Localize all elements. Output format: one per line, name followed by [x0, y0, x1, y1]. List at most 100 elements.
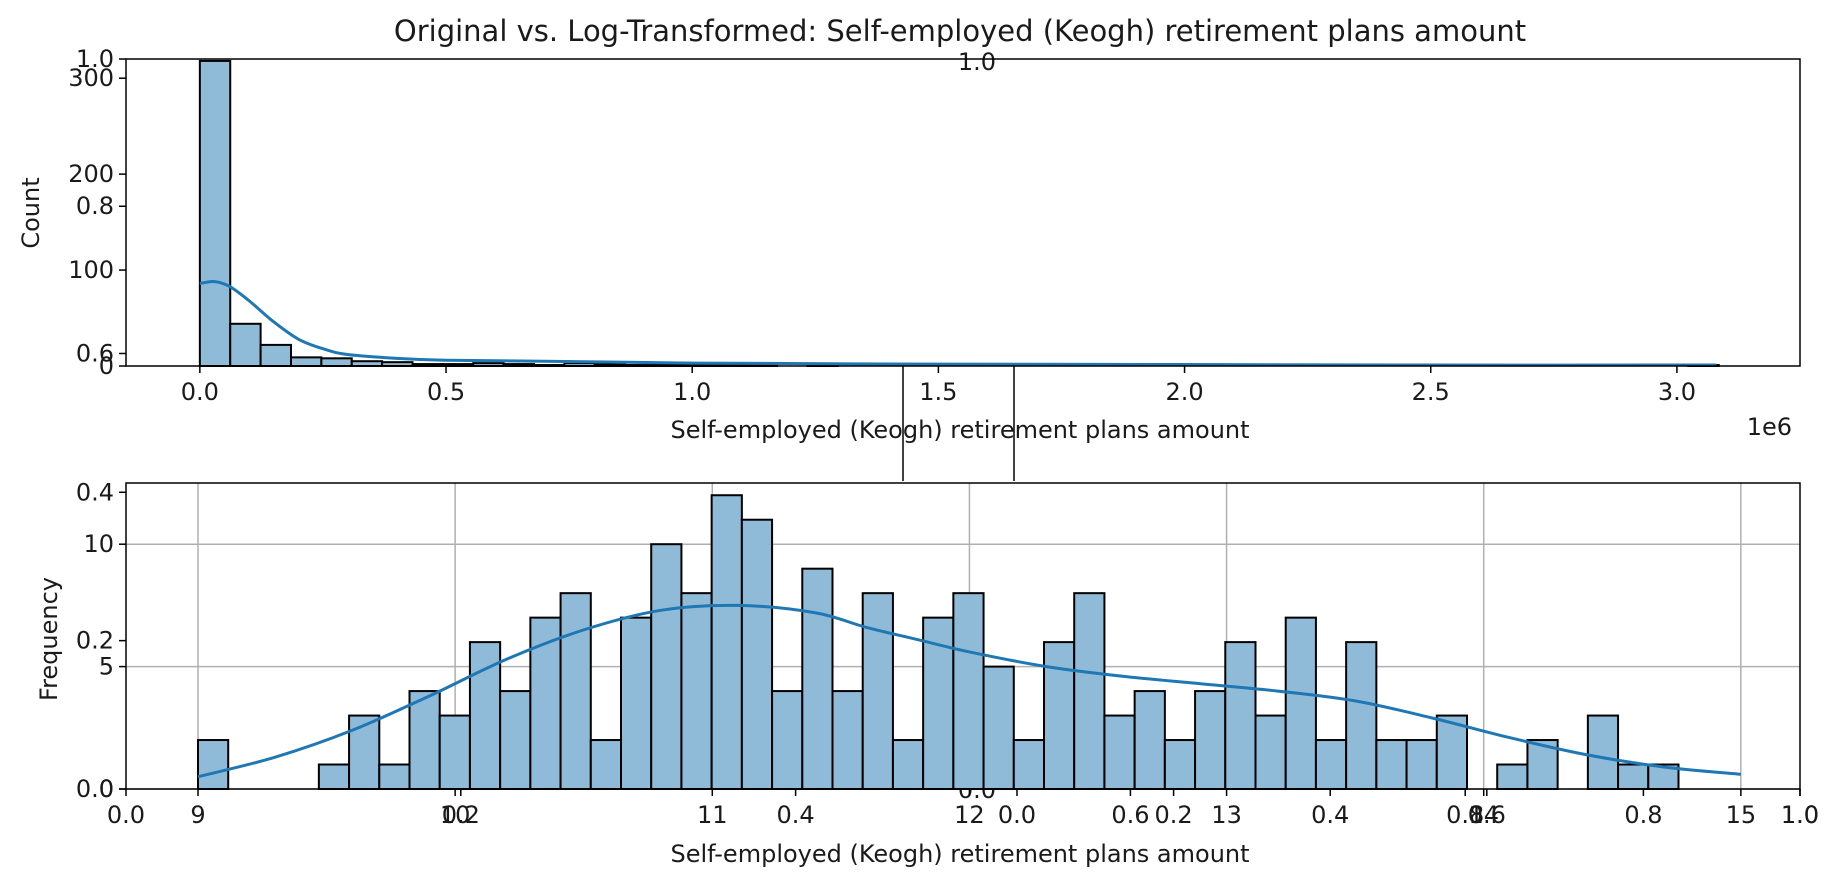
- x-tick-label: 11: [697, 801, 728, 829]
- histogram-bar: [1043, 641, 1076, 790]
- overlay-y-tick-label: 1.0: [76, 45, 114, 73]
- histogram-bar: [198, 59, 232, 367]
- y-tick-label: 0: [99, 775, 114, 803]
- overlay-y-tick-label: 0.2: [76, 627, 114, 655]
- bottom-y-label: Frequency: [35, 577, 63, 701]
- histogram-bar: [559, 592, 592, 790]
- panel-original: 0 100 200 300 0.6 0.8 1.0 0.0 0.5 1.0 1.5 2.0 2.5 3…: [17, 45, 1801, 444]
- histogram-bar: [408, 690, 441, 791]
- histogram-bar: [710, 494, 743, 790]
- bottom-kde-line: [197, 603, 1742, 779]
- histogram-bar: [1194, 690, 1227, 791]
- histogram-bar: [891, 739, 925, 790]
- histogram-bar: [1314, 739, 1348, 790]
- histogram-bar: [589, 739, 622, 790]
- histogram-bar: [1012, 739, 1045, 790]
- histogram-bar: [1163, 739, 1197, 790]
- overlay-y-tick-label: 0.4: [76, 478, 114, 506]
- histogram-bar: [1435, 714, 1469, 790]
- bottom-overlay-x-axis-2: 0.0 0.2 0.4 0.6 0.8 1.0: [998, 789, 1819, 829]
- histogram-bar: [320, 357, 353, 368]
- x-tick-label: 12: [954, 801, 985, 829]
- histogram-bar: [1254, 714, 1287, 790]
- histogram-bar: [438, 714, 471, 790]
- top-overlay-y-axis: 0.6 0.8 1.0: [76, 45, 126, 367]
- histogram-bar: [1617, 763, 1650, 791]
- bottom-overlay-x-axis: 0.0 0.2 0.4 0.6 0.8 1.0: [107, 789, 1819, 829]
- histogram-bar: [229, 322, 262, 368]
- histogram-bar: [861, 592, 894, 790]
- x-tick-label: 0.0: [181, 378, 219, 406]
- artifact-label-top: 1.0: [958, 48, 996, 76]
- stray-axes-box: [902, 366, 1015, 481]
- histogram-bar: [831, 690, 864, 791]
- histogram-bar: [289, 356, 323, 368]
- top-histogram-bars: [198, 59, 1720, 368]
- overlay-x-tick-label-2: 0.2: [1155, 801, 1193, 829]
- top-axes-frame: [125, 58, 1801, 367]
- top-y-label: Count: [17, 177, 45, 248]
- histogram-bar: [259, 343, 292, 367]
- histogram-bar: [499, 690, 532, 791]
- top-y-axis: 0 100 200 300: [68, 64, 126, 380]
- figure-title: Original vs. Log-Transformed: Self-emplo…: [394, 14, 1526, 48]
- bottom-axes-frame: [125, 482, 1801, 790]
- x-tick-label: 13: [1211, 801, 1242, 829]
- overlay-x-tick-label: 0.6: [1111, 801, 1149, 829]
- bottom-histogram-bars: [197, 494, 1680, 791]
- x-tick-label: 0.5: [427, 378, 465, 406]
- x-tick-label: 2.5: [1412, 378, 1450, 406]
- histogram-bar: [982, 665, 1015, 790]
- histogram-bar: [1103, 714, 1136, 790]
- histogram-bar: [1496, 763, 1529, 791]
- overlay-x-tick-label-2: 0.4: [1311, 801, 1349, 829]
- bottom-y-axis: 0 5 10: [83, 530, 126, 803]
- histogram-bar: [1224, 641, 1257, 790]
- bottom-x-label: Self-employed (Keogh) retirement plans a…: [670, 840, 1249, 868]
- top-x-axis: 0.0 0.5 1.0 1.5 2.0 2.5 3.0: [181, 366, 1696, 406]
- overlay-x-tick-label: 0.8: [1446, 801, 1484, 829]
- overlay-y-tick-label: 0.8: [76, 192, 114, 220]
- overlay-x-tick-label: 0.2: [442, 801, 480, 829]
- overlay-y-tick-label: 0.0: [76, 775, 114, 803]
- x-tick-label: 9: [190, 801, 205, 829]
- y-tick-label: 200: [68, 160, 114, 188]
- histogram-bar: [1133, 690, 1166, 791]
- y-tick-label: 300: [68, 64, 114, 92]
- overlay-x-tick-label: 1.0: [1781, 801, 1819, 829]
- x-tick-label: 14: [1468, 801, 1499, 829]
- overlay-y-tick-label: 0.6: [76, 339, 114, 367]
- x-tick-label: 1.5: [919, 378, 957, 406]
- histogram-bar: [952, 592, 985, 790]
- x-tick-label: 3.0: [1658, 378, 1696, 406]
- histogram-bar: [1405, 739, 1438, 790]
- y-tick-label: 10: [83, 530, 114, 558]
- y-tick-label: 5: [99, 653, 114, 681]
- histogram-bar: [348, 714, 381, 790]
- histogram-bar: [378, 763, 411, 791]
- histogram-bar: [1586, 714, 1620, 790]
- histogram-bar: [317, 763, 351, 791]
- bottom-overlay-y-axis: 0.0 0.2 0.4: [76, 478, 126, 803]
- overlay-x-tick-label: 0.0: [107, 801, 145, 829]
- histogram-bar: [1375, 739, 1408, 790]
- histogram-bar: [1073, 592, 1106, 790]
- x-tick-label: 15: [1726, 801, 1757, 829]
- histogram-bar: [197, 739, 230, 790]
- histogram-bar: [801, 567, 834, 790]
- histogram-bar: [771, 690, 804, 791]
- overlay-x-tick-label-2: 0.0: [998, 801, 1036, 829]
- top-x-offset-label: 1e6: [1747, 413, 1792, 441]
- overlay-x-tick-label-2: 1.0: [1781, 801, 1819, 829]
- top-kde-line: [199, 280, 1717, 367]
- overlay-x-tick-label: 0.4: [777, 801, 815, 829]
- histogram-bar: [1345, 641, 1378, 790]
- overlay-x-tick-label-2: 0.6: [1468, 801, 1506, 829]
- bottom-x-axis: 9 10 11 12 13 14 15: [190, 789, 1756, 829]
- histogram-bar: [650, 543, 683, 791]
- overlay-x-tick-label-2: 0.8: [1624, 801, 1662, 829]
- x-tick-label: 1.0: [673, 378, 711, 406]
- histogram-bar: [740, 518, 774, 790]
